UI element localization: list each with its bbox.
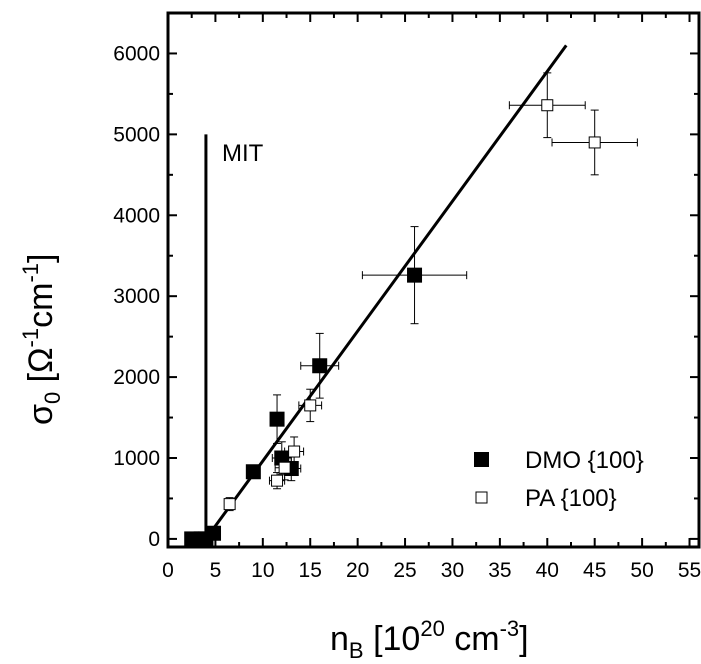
x-tick-label: 25 [393, 559, 416, 582]
y-tick-label: 2000 [113, 366, 160, 389]
annotations: MIT [222, 140, 264, 167]
x-tick-label: 40 [536, 559, 559, 582]
legend-label-dmo: DMO {100} [525, 447, 644, 474]
y-tick-label: 4000 [113, 204, 160, 227]
plot-frame [166, 11, 701, 549]
data-point-dmo [269, 411, 285, 427]
x-tick-label: 30 [441, 559, 464, 582]
legend-marker-dmo [474, 452, 489, 467]
y-tick-label: 6000 [113, 42, 160, 65]
ticks [167, 12, 699, 547]
error-bars [225, 72, 638, 512]
data-point-dmo [407, 267, 423, 283]
x-tick-label: 55 [678, 559, 701, 582]
svg-text:σ0 [Ω-1cm-1]: σ0 [Ω-1cm-1] [18, 254, 65, 425]
lines [204, 44, 568, 540]
data-point-pa [271, 474, 284, 487]
y-tick-label: 1000 [113, 447, 160, 470]
svg-text:nB [1020 cm-3]: nB [1020 cm-3] [330, 616, 529, 663]
y-tick-label: 5000 [113, 123, 160, 146]
x-axis-title: nB [1020 cm-3] [330, 616, 529, 663]
x-tick-label: 5 [210, 559, 222, 582]
y-tick-label: 0 [148, 528, 160, 551]
x-tick-label: 0 [162, 559, 174, 582]
x-tick-label: 35 [488, 559, 511, 582]
legend: DMO {100} PA {100} [474, 447, 644, 512]
data-point-pa [278, 461, 291, 474]
x-tick-label: 45 [583, 559, 606, 582]
data-point-pa [223, 498, 236, 511]
x-tick-label: 15 [299, 559, 322, 582]
data-point-pa [541, 99, 554, 112]
data-point-pa [304, 399, 317, 412]
data-point-pa [288, 445, 301, 458]
legend-label-pa: PA {100} [525, 485, 617, 512]
data-point-dmo [312, 358, 328, 374]
x-tick-label: 20 [346, 559, 369, 582]
fit-line [204, 44, 568, 540]
data-point-dmo [206, 525, 222, 541]
x-tick-label: 10 [251, 559, 274, 582]
legend-marker-pa [475, 491, 488, 504]
data-point-pa [588, 136, 601, 149]
x-tick-label: 50 [630, 559, 653, 582]
axes [166, 11, 701, 549]
y-axis-title: σ0 [Ω-1cm-1] [18, 254, 65, 425]
markers [184, 99, 601, 547]
mit-label: MIT [222, 140, 264, 167]
data-point-dmo [245, 464, 261, 480]
y-tick-label: 3000 [113, 285, 160, 308]
tick-labels: 0 5 10 15 20 25 30 35 40 45 50 55 0 1000 2000 3000 4000 5… [113, 42, 701, 582]
